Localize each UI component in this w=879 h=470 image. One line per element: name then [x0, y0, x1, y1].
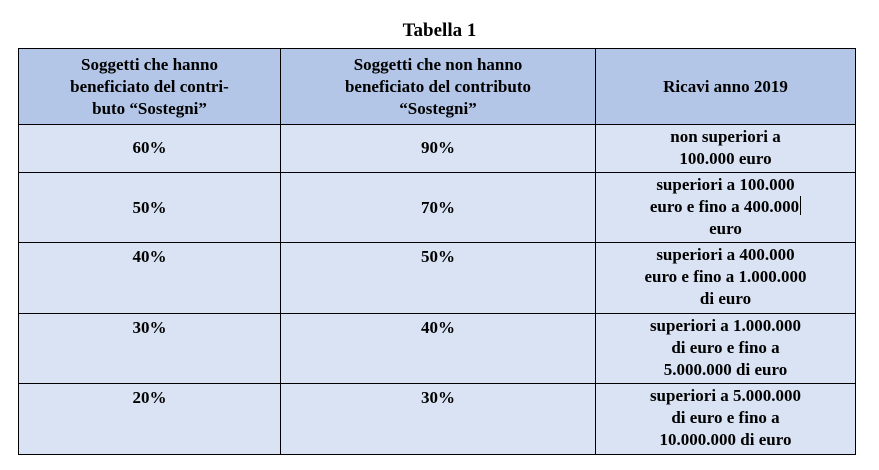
table-row: 50% 70% superiori a 100.000 euro e fino …	[18, 172, 856, 243]
revenue-line: 5.000.000 di euro	[663, 360, 788, 379]
revenue-line: di euro e fino a	[671, 408, 780, 427]
table-caption: Tabella 1	[402, 20, 477, 41]
cell-revenue: superiori a 100.000 euro e fino a 400.00…	[595, 172, 856, 243]
table-row: 20% 30% superiori a 5.000.000 di euro e …	[18, 383, 856, 455]
header-non-beneficiaries-line: Soggetti che non hanno	[353, 54, 523, 74]
revenue-line: superiori a 1.000.000	[649, 316, 802, 335]
cell-revenue: non superiori a 100.000 euro	[595, 124, 856, 173]
revenue-line: superiori a 400.000	[656, 245, 795, 264]
cell-beneficiaries: 40%	[18, 242, 281, 314]
cell-beneficiaries: 30%	[18, 313, 281, 384]
cell-non-beneficiaries: 30%	[280, 383, 596, 455]
table-row: 30% 40% superiori a 1.000.000 di euro e …	[18, 313, 856, 384]
revenue-line: superiori a 100.000	[656, 175, 795, 194]
cell-revenue: superiori a 400.000 euro e fino a 1.000.…	[595, 242, 856, 314]
cell-non-beneficiaries: 70%	[280, 172, 596, 243]
revenue-line: euro	[709, 219, 742, 238]
revenue-line: di euro	[699, 289, 752, 308]
header-non-beneficiaries-line: “Sostegni”	[399, 98, 477, 118]
revenue-line: non superiori a	[670, 127, 781, 146]
cell-beneficiaries: 50%	[18, 172, 281, 243]
cell-beneficiaries: 60%	[18, 124, 281, 173]
header-beneficiaries-line: Soggetti che hanno	[81, 54, 218, 74]
header-beneficiaries-line: buto “Sostegni”	[92, 98, 207, 118]
header-non-beneficiaries-line: beneficiato del contributo	[344, 76, 532, 96]
header-revenue-2019: Ricavi anno 2019	[595, 48, 856, 125]
text-cursor	[800, 196, 802, 215]
revenue-line: superiori a 5.000.000	[649, 386, 802, 405]
revenue-line-text: euro e fino a 400.000	[649, 197, 800, 216]
header-beneficiaries-line: beneficiato del contri-	[70, 76, 229, 96]
incentive-table: Soggetti che hanno beneficiato del contr…	[18, 48, 856, 455]
table-header-row: Soggetti che hanno beneficiato del contr…	[18, 48, 856, 125]
cell-non-beneficiaries: 40%	[280, 313, 596, 384]
revenue-line: 100.000 euro	[679, 149, 772, 168]
header-revenue-line: Ricavi anno 2019	[663, 76, 788, 96]
revenue-line: euro e fino a 400.000	[602, 196, 849, 218]
cell-revenue: superiori a 5.000.000 di euro e fino a 1…	[595, 383, 856, 455]
cell-non-beneficiaries: 50%	[280, 242, 596, 314]
cell-non-beneficiaries: 90%	[280, 124, 596, 173]
cell-revenue: superiori a 1.000.000 di euro e fino a 5…	[595, 313, 856, 384]
revenue-line: euro e fino a 1.000.000	[644, 267, 807, 286]
revenue-line: 10.000.000 di euro	[659, 430, 792, 449]
table-row: 40% 50% superiori a 400.000 euro e fino …	[18, 242, 856, 314]
cell-beneficiaries: 20%	[18, 383, 281, 455]
header-non-beneficiaries: Soggetti che non hanno beneficiato del c…	[280, 48, 596, 125]
table-row: 60% 90% non superiori a 100.000 euro	[18, 124, 856, 173]
revenue-line: di euro e fino a	[671, 338, 780, 357]
header-beneficiaries: Soggetti che hanno beneficiato del contr…	[18, 48, 281, 125]
